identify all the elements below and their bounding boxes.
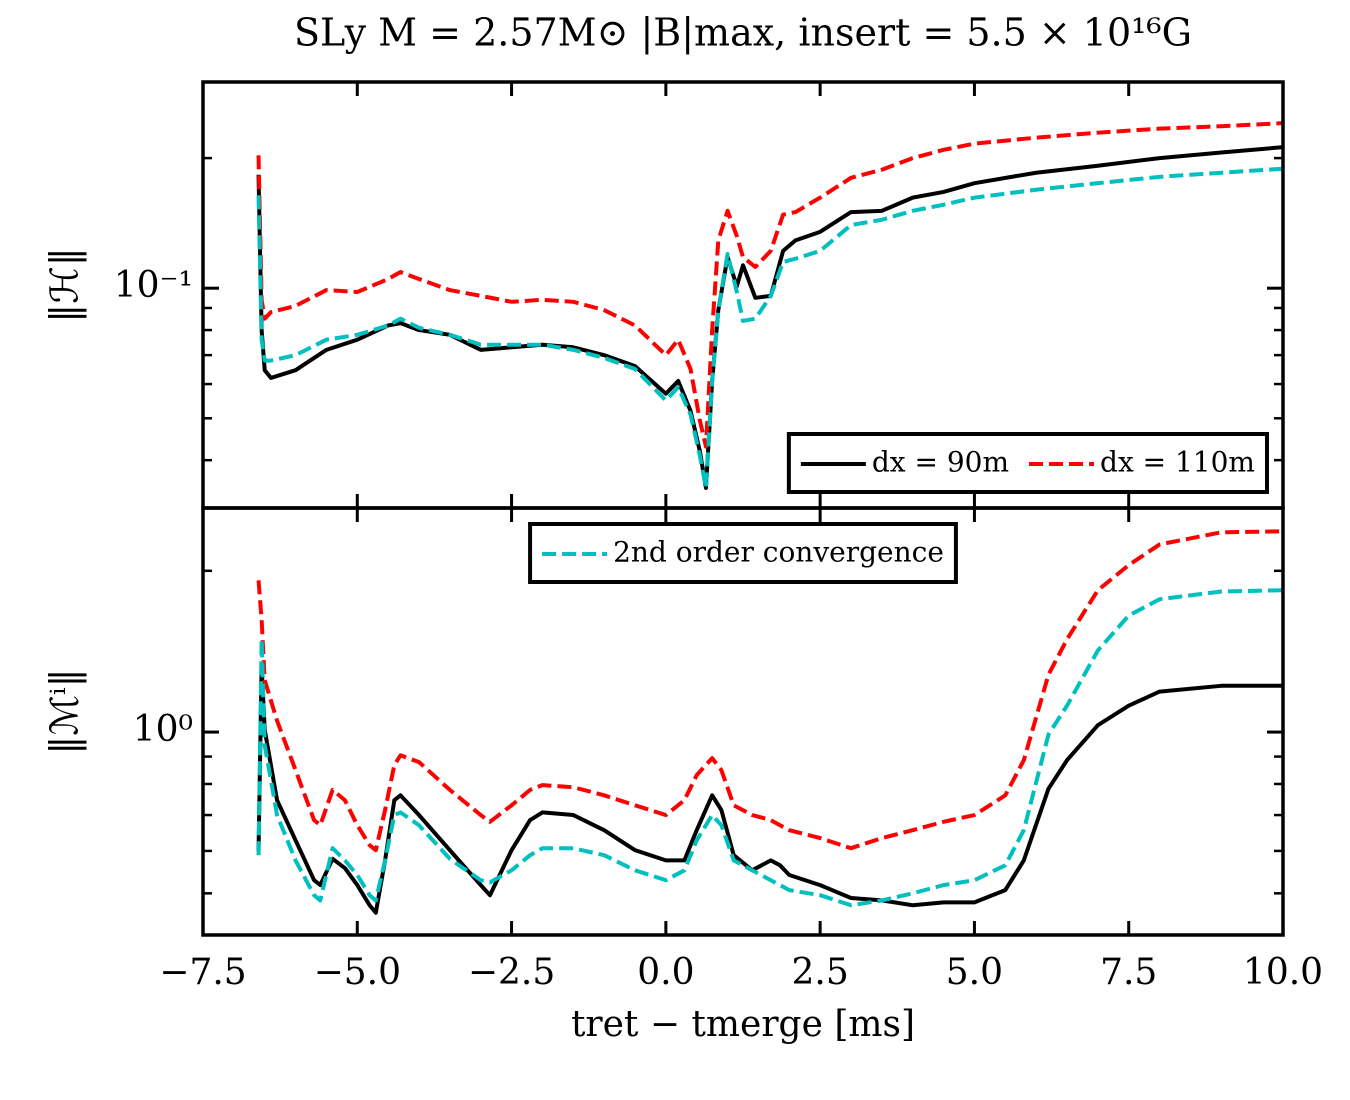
- legend-box: [786, 432, 1269, 494]
- plot-area: [256, 529, 1283, 915]
- y-tick-label: 10⁰: [133, 709, 193, 750]
- y-tick-label: 10⁻¹: [114, 265, 193, 306]
- x-tick-label: 2.5: [792, 952, 849, 993]
- series-line: [256, 588, 1283, 908]
- legend-box: [528, 522, 958, 584]
- legend-label: 2nd order convergence: [613, 536, 944, 569]
- plot-area: [256, 121, 1283, 490]
- x-tick-label: 10.0: [1243, 952, 1323, 993]
- legend-label: dx = 110m: [1100, 446, 1255, 479]
- y-axis-label: ‖ℋ‖: [43, 247, 87, 323]
- y-axis-label: ‖ℳⁱ‖: [43, 668, 87, 754]
- axes-frame: [201, 506, 1285, 937]
- legend: dx = 90m dx = 110m: [786, 432, 1269, 494]
- x-tick-label: 5.0: [946, 952, 1003, 993]
- series-line: [256, 166, 1283, 490]
- series-line: [256, 121, 1283, 449]
- x-tick-label: −7.5: [159, 952, 246, 993]
- x-tick-label: −5.0: [314, 952, 401, 993]
- x-tick-label: −2.5: [468, 952, 555, 993]
- chart-title: SLy M = 2.57M⊙ |B|max, insert = 5.5 × 10…: [294, 11, 1192, 55]
- legend-label: dx = 90m: [872, 446, 1009, 479]
- x-axis-label: tret − tmerge [ms]: [571, 1004, 915, 1045]
- x-tick-label: 0.0: [637, 952, 694, 993]
- x-tick-label: 7.5: [1100, 952, 1157, 993]
- series-line: [256, 529, 1283, 853]
- series-line: [256, 663, 1283, 915]
- legend: 2nd order convergence: [528, 522, 958, 584]
